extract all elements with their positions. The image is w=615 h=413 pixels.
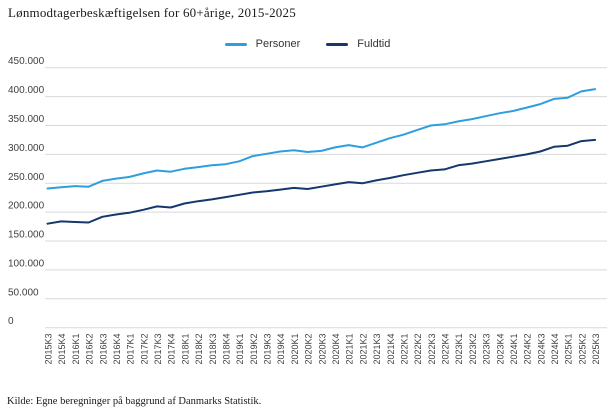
x-axis-tick-label: 2023K3 (482, 334, 492, 365)
chart-title: Lønmodtagerbeskæftigelsen for 60+årige, … (8, 5, 296, 20)
x-axis-tick-label: 2016K4 (112, 334, 122, 365)
x-axis-tick-label: 2024K1 (509, 334, 519, 365)
x-axis-tick-label: 2022K2 (413, 334, 423, 365)
x-axis-tick-label: 2016K1 (71, 334, 81, 365)
y-axis-tick-label: 150.000 (8, 230, 45, 241)
y-axis-tick-label: 100.000 (8, 258, 45, 269)
y-axis-tick-label: 0 (8, 316, 14, 327)
x-axis-tick-label: 2019K3 (263, 334, 273, 365)
x-axis-tick-label: 2022K4 (441, 334, 451, 365)
x-axis-tick-label: 2016K2 (85, 334, 95, 365)
x-axis-tick-label: 2025K2 (577, 334, 587, 365)
x-axis-tick-label: 2015K4 (57, 334, 67, 365)
x-axis-tick-label: 2017K3 (153, 334, 163, 365)
legend-label-fuldtid: Fuldtid (357, 38, 391, 50)
x-axis-tick-label: 2022K3 (427, 334, 437, 365)
legend-item-personer: Personer (224, 38, 301, 50)
x-axis-tick-label: 2024K2 (523, 334, 533, 365)
series-line-fuldtid (46, 138, 597, 225)
x-axis-tick-label: 2023K2 (468, 334, 478, 365)
fuldtid-line-swatch-icon (326, 42, 349, 46)
x-axis-tick-label: 2019K4 (276, 334, 286, 365)
x-axis-tick-label: 2018K1 (180, 334, 190, 365)
x-axis-tick-label: 2018K4 (221, 334, 231, 365)
x-axis-tick-label: 2022K1 (399, 334, 409, 365)
x-axis-tick-label: 2023K1 (454, 334, 464, 365)
y-axis-tick-label: 200.000 (8, 201, 45, 212)
y-axis-tick-label: 450.000 (8, 56, 45, 67)
x-axis-tick-label: 2020K2 (304, 334, 314, 365)
x-axis-tick-label: 2021K2 (358, 334, 368, 365)
x-axis-tick-label: 2017K2 (139, 334, 149, 365)
legend-label-personer: Personer (255, 38, 301, 50)
x-axis-tick-label: 2020K4 (331, 334, 341, 365)
x-axis-tick-label: 2024K3 (536, 334, 546, 365)
x-axis-tick-label: 2018K3 (208, 334, 218, 365)
y-axis-tick-label: 50.000 (8, 287, 39, 298)
chart-legend: Personer Fuldtid (0, 38, 615, 50)
x-axis-tick-label: 2018K2 (194, 334, 204, 365)
x-axis-tick-label: 2019K2 (249, 334, 259, 365)
x-axis-tick-label: 2015K3 (44, 334, 54, 365)
x-axis-tick-label: 2017K1 (126, 334, 136, 365)
y-axis-tick-label: 250.000 (8, 172, 45, 183)
x-axis-tick-label: 2019K1 (235, 334, 245, 365)
legend-item-fuldtid: Fuldtid (326, 38, 390, 50)
x-axis-tick-label: 2021K4 (386, 334, 396, 365)
x-axis-tick-label: 2017K4 (167, 334, 177, 365)
series-line-personer (46, 88, 597, 190)
y-axis-tick-label: 400.000 (8, 85, 45, 96)
x-axis-tick-label: 2025K1 (564, 334, 574, 365)
source-note: Kilde: Egne beregninger på baggrund af D… (7, 396, 262, 407)
y-axis-tick-label: 350.000 (8, 114, 45, 125)
x-axis-tick-label: 2021K1 (345, 334, 355, 365)
y-axis-tick-label: 300.000 (8, 143, 45, 154)
x-axis-tick-label: 2020K3 (317, 334, 327, 365)
x-axis-tick-label: 2024K4 (550, 334, 560, 365)
x-axis-tick-label: 2025K3 (591, 334, 601, 365)
x-axis-tick-label: 2016K3 (98, 334, 108, 365)
personer-line-swatch-icon (224, 42, 247, 46)
x-axis-tick-label: 2023K4 (495, 334, 505, 365)
x-axis-tick-label: 2021K3 (372, 334, 382, 365)
x-axis-tick-label: 2020K1 (290, 334, 300, 365)
